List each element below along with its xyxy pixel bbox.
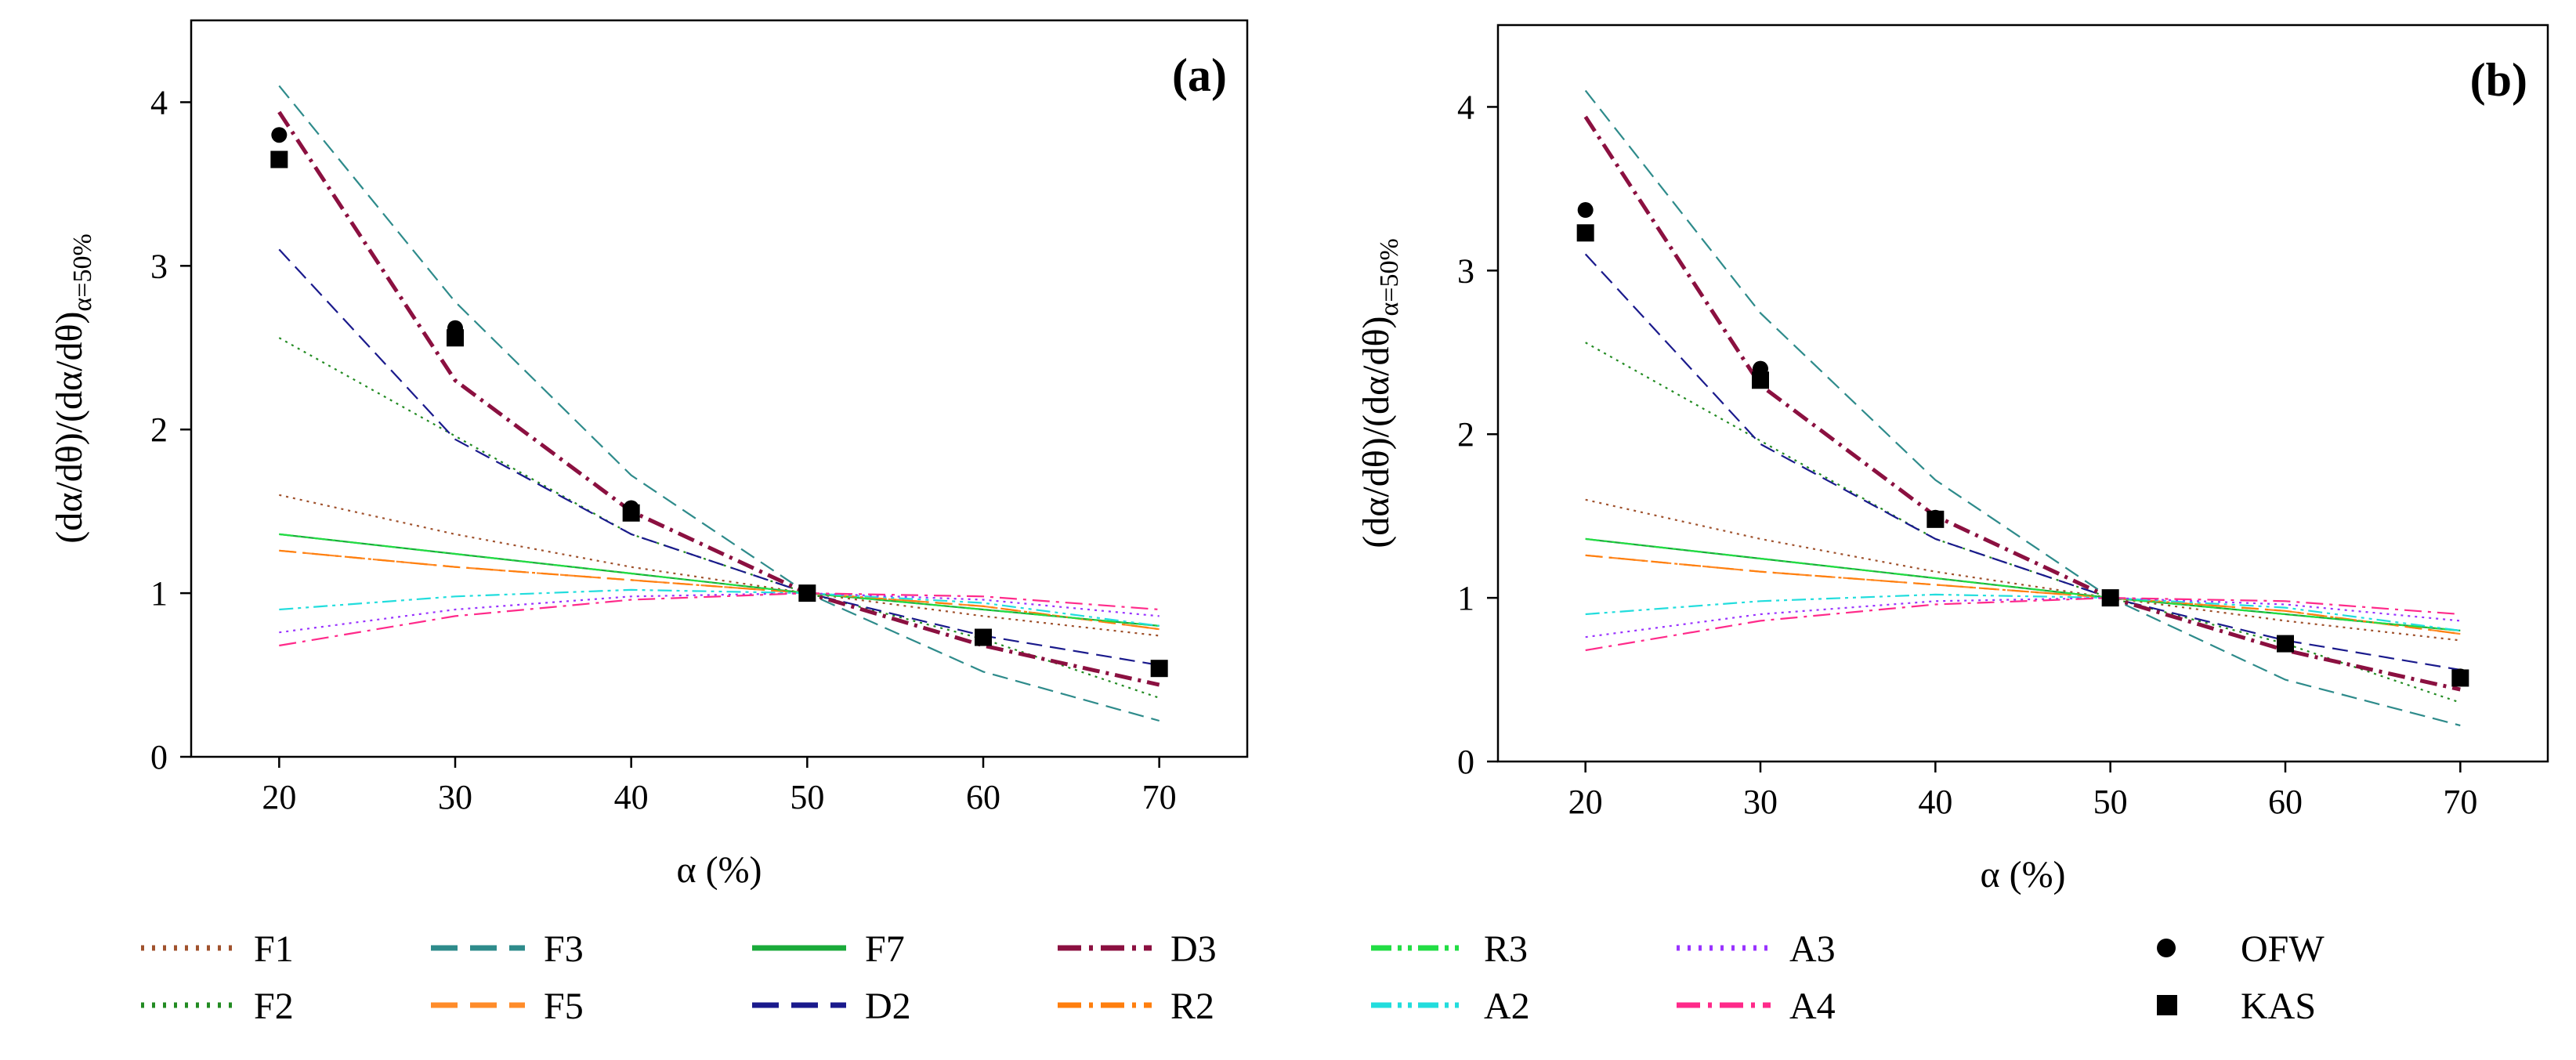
x-tick-label: 30 — [1743, 783, 1778, 821]
legend-item-r2: R2 — [1058, 986, 1214, 1027]
kas-point — [798, 584, 816, 602]
x-tick-label: 50 — [2093, 783, 2128, 821]
plot-frame — [190, 19, 1249, 758]
series-line-a2 — [1585, 593, 2461, 631]
legend-label: F1 — [254, 928, 294, 970]
legend-item-f5: F5 — [431, 986, 584, 1027]
x-tick-label: 60 — [966, 778, 1000, 816]
legend-item-ofw: OFW — [2157, 928, 2325, 970]
legend-item-f3: F3 — [431, 928, 584, 970]
series-line-f3 — [278, 85, 1160, 722]
kas-point — [1927, 510, 1945, 528]
legend-label: R2 — [1170, 986, 1214, 1027]
plot-frame — [1496, 24, 2549, 763]
x-tick-label: 20 — [1568, 783, 1603, 821]
y-tick-label: 2 — [1457, 415, 1474, 454]
y-tick-label: 0 — [1457, 743, 1474, 781]
series-line-a4 — [1585, 596, 2461, 652]
series-line-f1 — [1585, 498, 2461, 642]
series-line-d2 — [278, 248, 1160, 667]
series-line-d3 — [277, 110, 1160, 687]
legend-item-a2: A2 — [1371, 986, 1530, 1027]
panel-label: (b) — [2470, 54, 2527, 106]
kas-point — [270, 150, 288, 168]
x-axis-label: α (%) — [676, 849, 762, 891]
y-axis-label: (dα/dθ)/(dα/dθ)α=50% — [49, 233, 97, 544]
x-tick-label: 50 — [790, 778, 824, 816]
y-tick-label: 2 — [150, 411, 168, 449]
legend-item-r3: R3 — [1371, 928, 1528, 970]
x-tick-label: 20 — [262, 778, 296, 816]
y-tick-label: 3 — [150, 247, 168, 285]
kas-point — [2277, 635, 2294, 653]
y-tick-label: 0 — [150, 738, 168, 776]
kas-point — [622, 504, 640, 522]
legend-label: D3 — [1170, 928, 1217, 970]
y-tick-label: 4 — [1457, 88, 1474, 126]
legend: F1 F3 F7 D3 R3 A3 OFW F2 F5 D2 R2 A2 A4 KAS — [141, 928, 2325, 1027]
legend-item-kas: KAS — [2157, 986, 2316, 1027]
kas-point — [447, 329, 464, 347]
series-line-a2 — [279, 588, 1160, 627]
legend-item-f1: F1 — [141, 928, 294, 970]
x-tick-label: 70 — [2443, 783, 2477, 821]
legend-label: OFW — [2241, 928, 2325, 970]
y-tick-label: 3 — [1457, 251, 1474, 290]
ofw-point — [271, 127, 288, 143]
y-tick-label: 1 — [150, 574, 168, 613]
x-tick-label: 60 — [2268, 783, 2303, 821]
series-line-a3 — [1585, 596, 2461, 639]
x-tick-label: 40 — [614, 778, 649, 816]
x-tick-label: 70 — [1142, 778, 1177, 816]
series-line-r2 — [279, 549, 1160, 631]
legend-marker-square — [2157, 995, 2177, 1015]
series-line-d2 — [1584, 253, 2461, 671]
kas-point — [2451, 669, 2469, 687]
legend-item-a3: A3 — [1677, 928, 1836, 970]
series-line-f1 — [279, 494, 1160, 637]
series-line-r2 — [1585, 554, 2461, 635]
chart-panel-b: 20 30 40 50 60 70 0 1 2 3 4 α (%) (dα/dθ)/(dα/dθ)α=5… — [1355, 24, 2549, 895]
x-tick-label: 40 — [1918, 783, 1952, 821]
legend-marker-circle — [2157, 939, 2176, 957]
series-line-a4 — [279, 592, 1160, 647]
x-axis-label: α (%) — [1980, 854, 2065, 895]
series-line-r3 — [279, 533, 1160, 627]
y-tick-label: 1 — [1457, 579, 1474, 617]
kas-point — [975, 628, 992, 646]
legend-label: A2 — [1484, 986, 1530, 1027]
legend-item-f2: F2 — [141, 986, 294, 1027]
legend-item-f7: F7 — [752, 928, 905, 970]
panel-label: (a) — [1172, 49, 1227, 101]
x-tick-label: 30 — [438, 778, 472, 816]
legend-label: F5 — [544, 986, 584, 1027]
series-line-d3 — [1583, 115, 2461, 692]
series-line-f3 — [1584, 89, 2461, 727]
legend-item-d2: D2 — [752, 986, 911, 1027]
y-axis-label: (dα/dθ)/(dα/dθ)α=50% — [1355, 238, 1404, 548]
kas-point — [1576, 224, 1594, 242]
series-line-f7 — [279, 533, 1160, 627]
legend-item-d3: D3 — [1058, 928, 1217, 970]
series-line-r3 — [1585, 537, 2461, 631]
ofw-point — [1577, 202, 1594, 219]
legend-label: R3 — [1484, 928, 1528, 970]
kas-point — [1150, 660, 1168, 678]
legend-label: F3 — [544, 928, 584, 970]
legend-label: A3 — [1789, 928, 1836, 970]
legend-label: F2 — [254, 986, 294, 1027]
legend-label: KAS — [2241, 986, 2316, 1027]
legend-item-a4: A4 — [1677, 986, 1836, 1027]
legend-label: F7 — [865, 928, 905, 970]
kas-point — [2101, 589, 2119, 607]
legend-label: A4 — [1789, 986, 1836, 1027]
y-tick-label: 4 — [150, 83, 168, 121]
legend-label: D2 — [865, 986, 911, 1027]
kas-point — [1752, 371, 1769, 389]
chart-panel-a: 20 30 40 50 60 70 0 1 2 3 4 α (%) (dα/dθ)/(dα/dθ)α=5… — [49, 19, 1249, 891]
